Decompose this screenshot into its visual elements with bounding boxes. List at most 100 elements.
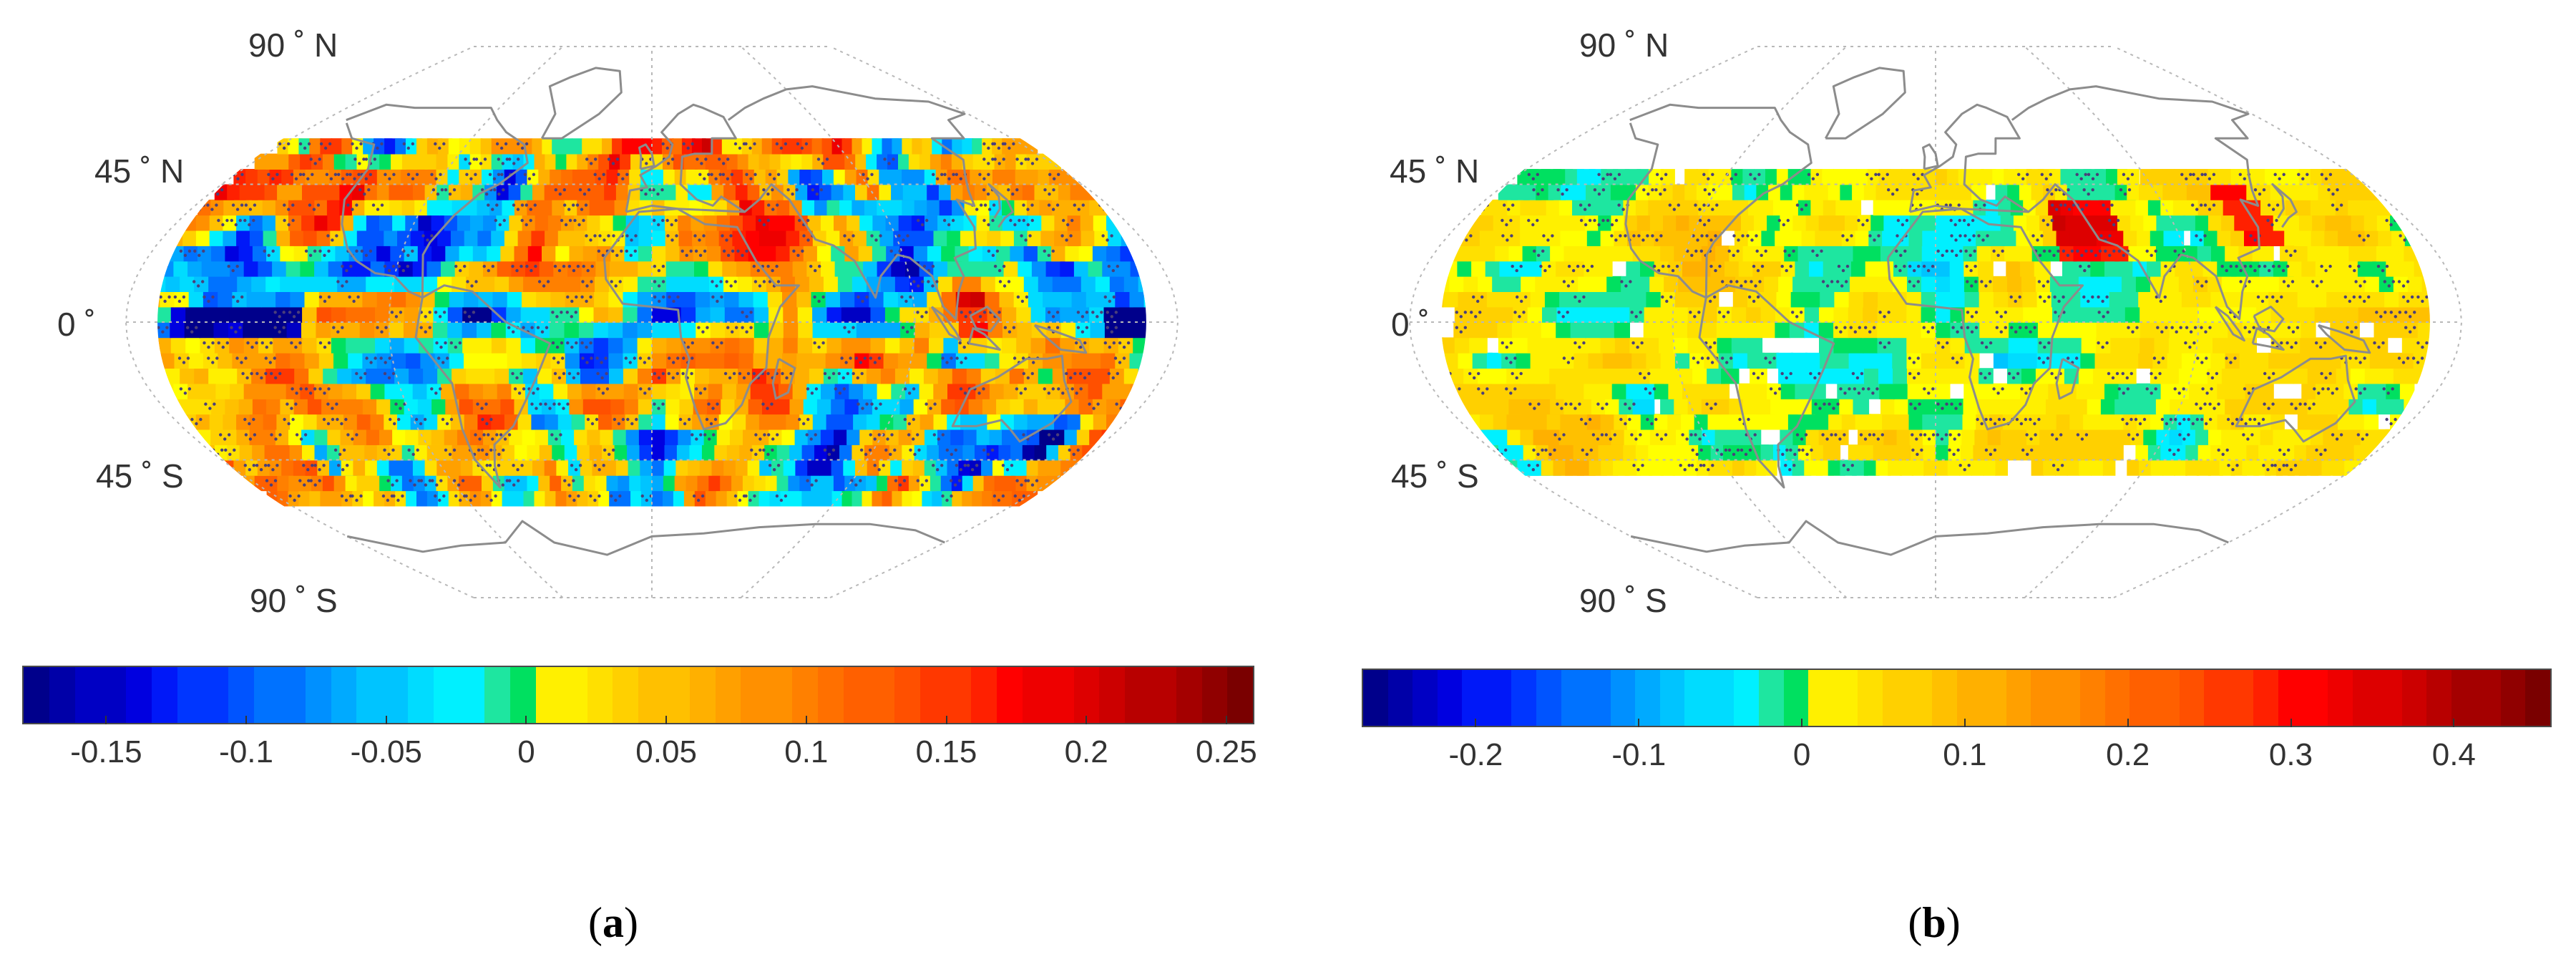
stipple-dot [982, 177, 986, 180]
grid-cell [1717, 306, 1732, 323]
grid-cell [764, 444, 778, 461]
grid-cell [637, 337, 653, 354]
grid-cell [1441, 291, 1444, 308]
stipple-dot [597, 387, 601, 391]
stipple-dot [680, 249, 684, 253]
grid-cell [823, 276, 841, 292]
stipple-dot [1126, 341, 1131, 345]
stipple-dot [283, 417, 286, 422]
grid-cell [2326, 352, 2342, 369]
stipple-dot [469, 498, 472, 502]
grid-cell [2239, 352, 2255, 369]
stipple-dot [703, 387, 707, 391]
grid-cell [1864, 276, 1879, 292]
grid-cell [2401, 337, 2417, 354]
grid-cell [595, 169, 608, 185]
grid-cell [578, 322, 595, 339]
grid-cell [2169, 322, 2185, 339]
grid-cell [1106, 398, 1121, 415]
grid-cell [640, 460, 653, 476]
grid-cell [2271, 322, 2287, 339]
stipple-dot [458, 341, 462, 345]
stipple-dot [752, 371, 756, 376]
grid-cell [346, 337, 364, 354]
grid-cell [597, 398, 613, 415]
grid-cell [1893, 383, 1909, 399]
colorbar-segment [74, 667, 101, 723]
stipple-dot [2267, 407, 2270, 410]
stipple-dot [1008, 330, 1012, 334]
grid-cell [459, 246, 474, 262]
grid-cell [1148, 337, 1163, 353]
grid-cell [157, 337, 175, 354]
grid-cell [767, 352, 783, 369]
stipple-dot [387, 376, 391, 380]
grid-cell [1453, 230, 1467, 246]
stipple-dot [224, 448, 228, 452]
colorbar-tick [1085, 716, 1088, 724]
stipple-dot [729, 284, 733, 288]
grid-cell [792, 383, 808, 399]
stipple-dot [877, 433, 881, 437]
stipple-dot [291, 417, 295, 422]
grid-cell [2183, 306, 2200, 323]
grid-cell [652, 230, 666, 246]
grid-cell [466, 276, 481, 292]
grid-cell [1513, 306, 1528, 323]
stipple-dot [898, 483, 902, 487]
grid-cell [1060, 306, 1076, 323]
grid-cell [307, 246, 322, 262]
stipple-dot [883, 157, 887, 161]
grid-cell [1701, 246, 1716, 262]
stipple-dot [657, 376, 661, 380]
stipple-dot [963, 392, 967, 395]
grid-cell [514, 246, 529, 262]
stipple-dot [2323, 448, 2327, 452]
stipple-dot [1144, 253, 1146, 257]
grid-cell [1495, 246, 1510, 262]
grid-cell [666, 276, 682, 292]
grid-cell [469, 138, 483, 155]
stipple-dot [1948, 433, 1952, 437]
stipple-dot [566, 295, 570, 299]
stipple-dot [1560, 407, 1563, 410]
grid-cell [933, 414, 947, 430]
grid-cell [2297, 291, 2316, 308]
grid-cell [1549, 276, 1564, 292]
caption-a: (a) [588, 899, 638, 946]
grid-cell [2254, 352, 2269, 369]
grid-cell [582, 246, 597, 262]
stipple-dot [2210, 387, 2213, 391]
stipple-dot [147, 376, 150, 379]
grid-cell [1890, 169, 1903, 185]
stipple-dot [252, 417, 255, 422]
stipple-dot [332, 326, 336, 329]
stipple-dot [515, 268, 519, 273]
stipple-dot [695, 437, 698, 441]
grid-cell [666, 368, 681, 384]
grid-cell [1805, 215, 1820, 231]
grid-cell [1778, 276, 1793, 292]
stipple-dot [187, 387, 192, 391]
stipple-dot [554, 188, 557, 192]
grid-cell [582, 138, 592, 155]
stipple-dot [810, 392, 814, 395]
stipple-dot [689, 249, 693, 253]
grid-cell [537, 276, 552, 292]
grid-cell [1731, 322, 1747, 339]
grid-cell [351, 276, 366, 292]
stipple-dot [2177, 448, 2180, 452]
stipple-dot [907, 433, 911, 437]
stipple-dot [586, 268, 590, 273]
stipple-dot [525, 203, 528, 207]
stipple-dot [1015, 387, 1019, 391]
grid-cell [1684, 169, 1698, 185]
grid-cell [272, 261, 287, 277]
grid-cell [1572, 215, 1586, 231]
stipple-dot [502, 218, 506, 223]
stipple-dot [776, 172, 781, 176]
grid-cell [389, 199, 403, 216]
grid-cell [2127, 460, 2140, 476]
stipple-dot [2126, 387, 2129, 391]
grid-cell [462, 322, 478, 339]
